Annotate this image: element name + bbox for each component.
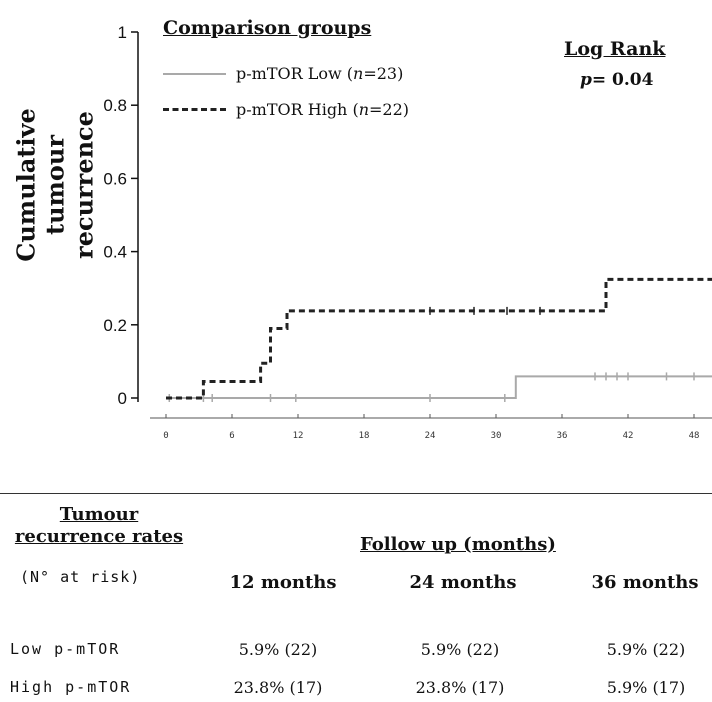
table-header-at-risk: (N° at risk)	[20, 568, 141, 586]
legend-swatch-high	[163, 108, 226, 111]
y-tick-label: 0.2	[103, 316, 127, 335]
y-axis-title: Cumulative tumour recurrence	[0, 0, 110, 360]
p-value: = 0.04	[591, 70, 654, 90]
x-tick-label: 24	[425, 431, 436, 440]
y-axis-title-text: Cumulative tumour recurrence	[11, 108, 99, 262]
table-cell: 5.9% (22)	[238, 640, 318, 659]
x-tick-label: 48	[689, 431, 700, 440]
legend-entry-low: p-mTOR Low (n=23)	[163, 64, 403, 83]
table-row-label-high: High p-mTOR	[10, 678, 132, 696]
table-cell: 5.9% (17)	[606, 678, 686, 697]
table-col-36: 36 months	[591, 572, 699, 593]
series-line-high	[166, 277, 712, 400]
x-tick-label: 42	[623, 431, 634, 440]
table-header-rates: Tumour recurrence rates	[14, 504, 184, 547]
legend-label-low: p-mTOR Low	[236, 64, 342, 83]
log-rank-title: Log Rank	[564, 38, 666, 60]
y-tick-label: 0.6	[103, 169, 127, 188]
x-tick-label: 30	[491, 431, 502, 440]
km-plot: 0 0.2 0.4 0.6 0.8 1 0 6 12 18 24 30 36 42 48	[103, 23, 712, 440]
recurrence-table: Tumour recurrence rates Follow up (month…	[0, 493, 712, 702]
legend-n-high: 22	[382, 100, 403, 119]
table-cell: 5.9% (22)	[606, 640, 686, 659]
legend-title: Comparison groups	[163, 17, 372, 39]
p-symbol: p	[580, 70, 592, 90]
x-tick-label: 6	[229, 431, 234, 440]
y-tick-label: 0.4	[103, 243, 127, 262]
axes: 0 0.2 0.4 0.6 0.8 1 0 6 12 18 24 30 36 42 48	[103, 23, 712, 440]
series-line-low	[166, 375, 712, 399]
table-cell: 5.9% (22)	[420, 640, 500, 659]
log-rank-p: p= 0.04	[580, 70, 653, 90]
x-tick-label: 36	[557, 431, 568, 440]
legend-entry-high: p-mTOR High (n=22)	[163, 100, 409, 119]
x-tick-label: 0	[163, 431, 168, 440]
table-col-24: 24 months	[409, 572, 517, 593]
x-tick-label: 12	[293, 431, 304, 440]
legend-swatch-low	[163, 72, 226, 75]
table-row-label-low: Low p-mTOR	[10, 640, 121, 658]
y-tick-label: 1	[118, 23, 127, 42]
table-cell: 23.8% (17)	[415, 678, 505, 697]
legend-label-high: p-mTOR High	[236, 100, 348, 119]
series-layer	[166, 277, 712, 402]
legend-n-low: 23	[376, 64, 398, 83]
x-tick-label: 18	[359, 431, 370, 440]
table-header-follow-up: Follow up (months)	[360, 534, 556, 555]
y-tick-label: 0	[118, 389, 127, 408]
y-tick-label: 0.8	[103, 96, 127, 115]
table-col-12: 12 months	[229, 572, 337, 593]
table-cell: 23.8% (17)	[233, 678, 323, 697]
